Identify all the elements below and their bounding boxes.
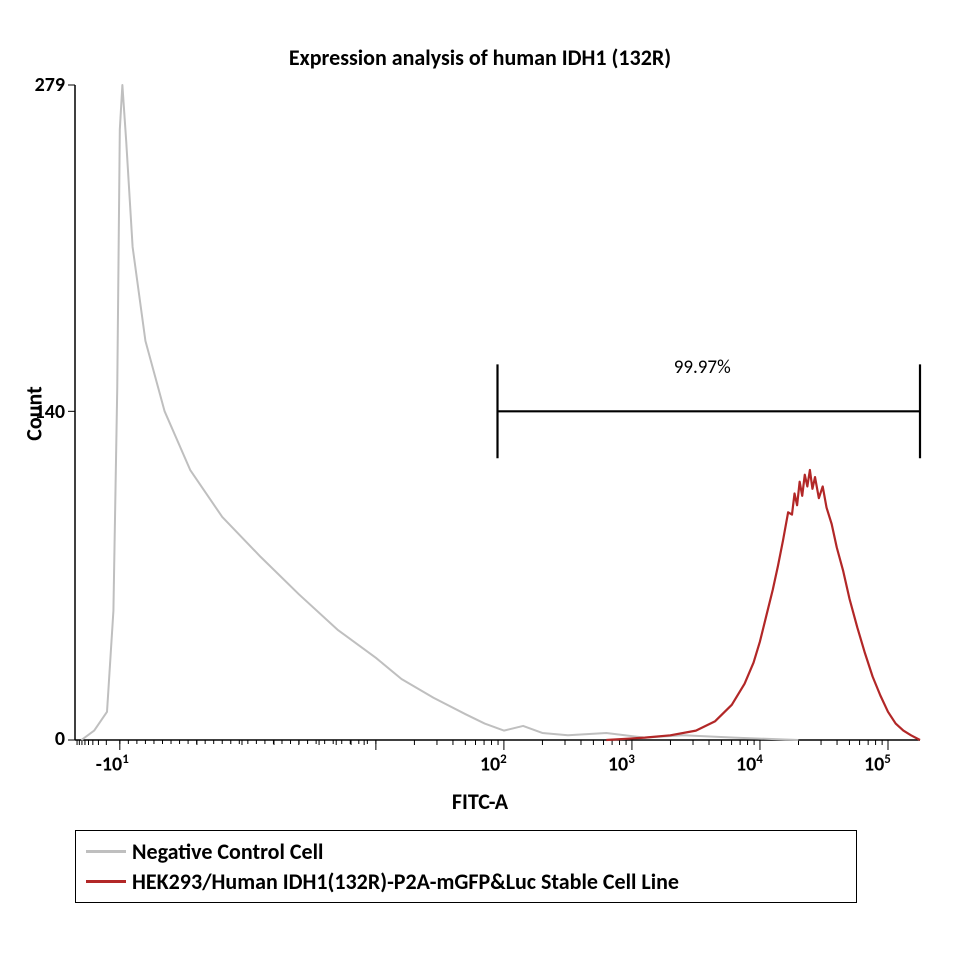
legend-label: HEK293/Human IDH1(132R)-P2A-mGFP&Luc Sta…: [132, 867, 679, 897]
legend-item: HEK293/Human IDH1(132R)-P2A-mGFP&Luc Sta…: [86, 867, 846, 897]
x-axis-label: FITC-A: [0, 788, 960, 815]
legend-item: Negative Control Cell: [86, 837, 846, 867]
x-tick-label: 104: [736, 752, 763, 777]
legend-label: Negative Control Cell: [132, 837, 323, 867]
legend-swatch: [86, 880, 126, 883]
x-tick-label: 102: [480, 752, 507, 777]
y-tick-2: 279: [35, 73, 65, 97]
gate-label: 99.97%: [674, 356, 731, 379]
legend: Negative Control CellHEK293/Human IDH1(1…: [75, 830, 857, 903]
x-tick-label: 105: [864, 752, 891, 777]
histogram-plot: [0, 0, 960, 960]
y-tick-1: 140: [35, 400, 65, 424]
legend-swatch: [86, 850, 126, 853]
y-tick-0: 0: [55, 727, 65, 751]
x-tick-label: 103: [608, 752, 635, 777]
x-tick-label: -101: [96, 752, 129, 777]
